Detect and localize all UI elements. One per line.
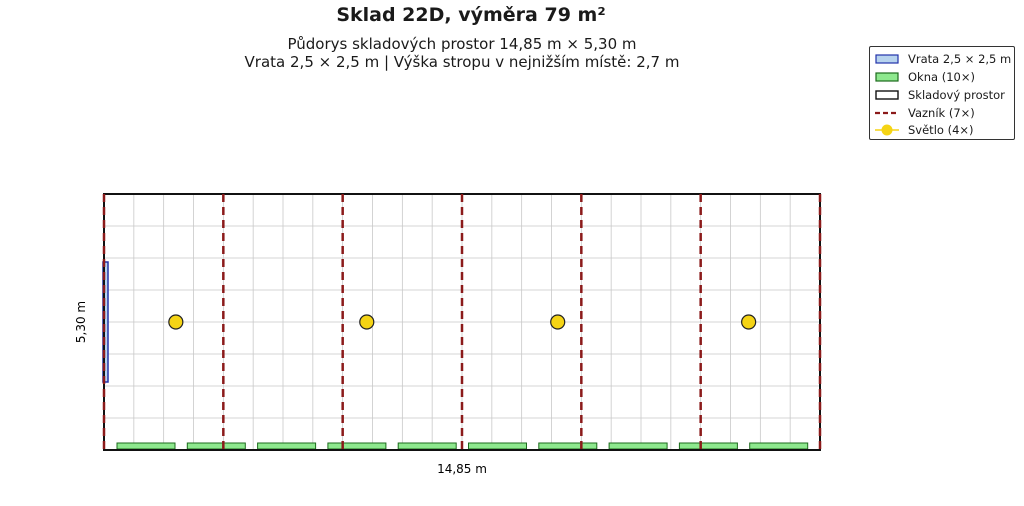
light <box>741 314 757 330</box>
legend-item-light: Světlo (4×) <box>874 122 974 138</box>
subtitle-dimensions: Půdorys skladových prostor 14,85 m × 5,3… <box>287 35 637 53</box>
light <box>550 314 566 330</box>
grid-lines <box>104 194 820 450</box>
legend-label-door: Vrata 2,5 × 2,5 m <box>908 52 1012 66</box>
light <box>359 314 375 330</box>
window-swatch-icon <box>874 71 900 83</box>
window <box>678 442 738 450</box>
legend-label-light: Světlo (4×) <box>908 123 974 137</box>
legend-item-truss: Vazník (7×) <box>874 105 975 121</box>
window <box>116 442 176 450</box>
truss-line-icon <box>874 107 900 119</box>
legend-item-window: Okna (10×) <box>874 69 975 85</box>
height-dimension-label: 5,30 m <box>74 301 88 343</box>
legend-item-door: Vrata 2,5 × 2,5 m <box>874 51 1011 67</box>
legend-label-truss: Vazník (7×) <box>908 106 975 120</box>
legend-label-storage: Skladový prostor <box>908 88 1005 102</box>
light-marker-icon <box>874 124 900 136</box>
window <box>257 442 317 450</box>
window <box>186 442 246 450</box>
window <box>397 442 457 450</box>
page-title: Sklad 22D, výměra 79 m² <box>336 4 606 26</box>
light <box>168 314 184 330</box>
trusses-group <box>102 194 822 450</box>
window <box>468 442 527 450</box>
storage-swatch-icon <box>874 89 900 101</box>
window <box>538 442 598 450</box>
window <box>327 442 387 450</box>
width-dimension-label: 14,85 m <box>437 462 487 476</box>
legend-item-storage: Skladový prostor <box>874 87 1005 103</box>
lights-group <box>168 314 757 330</box>
door-swatch-icon <box>874 53 900 65</box>
window <box>749 442 809 450</box>
legend: Vrata 2,5 × 2,5 m Okna (10×) Skladový pr… <box>869 46 1015 140</box>
subtitle-details: Vrata 2,5 × 2,5 m | Výška stropu v nejni… <box>244 53 680 71</box>
window <box>608 442 668 450</box>
legend-label-window: Okna (10×) <box>908 70 975 84</box>
